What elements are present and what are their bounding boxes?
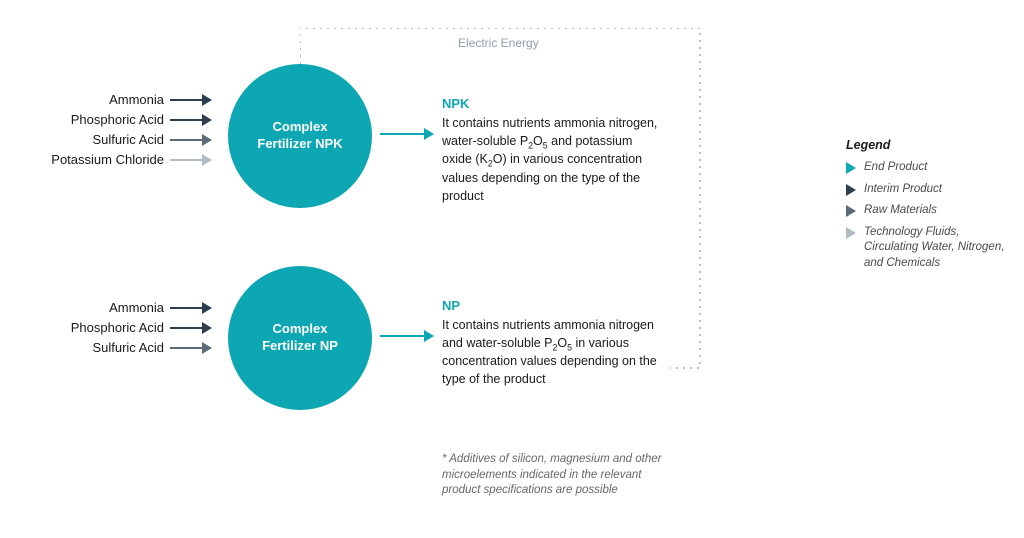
input-label: Potassium Chloride [44, 152, 164, 167]
product-description: It contains nutrients ammonia nitrogen a… [442, 317, 662, 388]
product-block-np: NP It contains nutrients ammonia nitrogen… [442, 298, 662, 388]
legend-item: Technology Fluids, Circulating Water, Ni… [846, 225, 1014, 272]
product-heading: NP [442, 298, 662, 313]
triangle-icon [846, 227, 856, 239]
circle-label: Complex Fertilizer NP [262, 321, 338, 355]
input-label: Sulfuric Acid [44, 340, 164, 355]
legend-label: End Product [864, 160, 927, 176]
arrow-icon [170, 302, 212, 314]
arrow-icon [170, 342, 212, 354]
legend-item: End Product [846, 160, 1014, 176]
legend-item: Raw Materials [846, 203, 1014, 219]
arrow-icon [170, 114, 212, 126]
input-row: Sulfuric Acid [44, 340, 212, 355]
triangle-icon [846, 162, 856, 174]
footnote: * Additives of silicon, magnesium and ot… [442, 452, 662, 499]
out-npk-arrow [380, 128, 434, 140]
input-row: Sulfuric Acid [44, 132, 212, 147]
product-block-npk: NPK It contains nutrients ammonia nitroge… [442, 96, 662, 205]
input-label: Phosphoric Acid [44, 112, 164, 127]
npk-circle: Complex Fertilizer NPK [228, 64, 372, 208]
input-label: Ammonia [44, 92, 164, 107]
input-row: Phosphoric Acid [44, 112, 212, 127]
product-heading: NPK [442, 96, 662, 111]
product-description: It contains nutrients ammonia nitrogen, … [442, 115, 662, 205]
legend-label: Raw Materials [864, 203, 937, 219]
legend: Legend End Product Interim Product Raw Mat… [846, 138, 1014, 277]
legend-item: Interim Product [846, 182, 1014, 198]
diagram-canvas: Electric Energy Complex Fertilizer NPK Co… [0, 0, 1024, 538]
input-row: Phosphoric Acid [44, 320, 212, 335]
triangle-icon [846, 184, 856, 196]
np-circle: Complex Fertilizer NP [228, 266, 372, 410]
arrow-icon [170, 322, 212, 334]
legend-label: Interim Product [864, 182, 942, 198]
input-row: Ammonia [44, 92, 212, 107]
input-label: Ammonia [44, 300, 164, 315]
legend-title: Legend [846, 138, 1014, 152]
input-label: Sulfuric Acid [44, 132, 164, 147]
input-row: Potassium Chloride [44, 152, 212, 167]
electric-energy-label: Electric Energy [458, 36, 539, 50]
out-np-arrow [380, 330, 434, 342]
input-label: Phosphoric Acid [44, 320, 164, 335]
arrow-icon [170, 94, 212, 106]
arrow-icon [170, 154, 212, 166]
triangle-icon [846, 205, 856, 217]
arrow-icon [170, 134, 212, 146]
input-row: Ammonia [44, 300, 212, 315]
circle-label: Complex Fertilizer NPK [257, 119, 342, 153]
legend-label: Technology Fluids, Circulating Water, Ni… [864, 225, 1014, 272]
